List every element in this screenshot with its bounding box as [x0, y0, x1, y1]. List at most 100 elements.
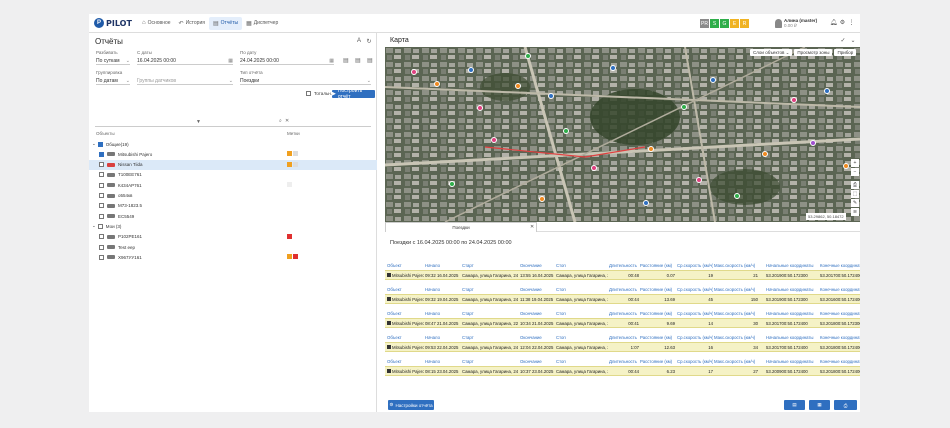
- column-header[interactable]: Расстояние (км): [640, 262, 673, 268]
- calendar-next-icon[interactable]: ▤: [355, 58, 361, 64]
- to-date-input[interactable]: 24.04.2025 00:00 ▦: [240, 57, 334, 65]
- map-marker[interactable]: [410, 68, 417, 75]
- column-header[interactable]: Начало: [425, 262, 440, 268]
- search-icon[interactable]: ⌕: [279, 118, 282, 124]
- clear-icon[interactable]: ✕: [285, 118, 290, 124]
- map-marker[interactable]: [709, 77, 716, 84]
- map-marker[interactable]: [448, 180, 455, 187]
- tree-item[interactable]: Х967УУ161: [89, 252, 377, 262]
- column-header[interactable]: Объект: [387, 286, 402, 292]
- column-header[interactable]: Конечные координаты: [820, 334, 860, 340]
- column-header[interactable]: Макс.скорость (км/ч): [714, 262, 756, 268]
- tree-checkbox[interactable]: [97, 141, 103, 147]
- logo[interactable]: P PILOT: [94, 18, 134, 28]
- column-header[interactable]: Ср.скорость (км/ч): [677, 262, 713, 268]
- tree-checkbox[interactable]: [99, 234, 104, 240]
- map-marker[interactable]: [548, 93, 555, 99]
- column-header[interactable]: Макс.скорость (км/ч): [714, 286, 756, 292]
- layers-icon[interactable]: ≋: [851, 208, 859, 216]
- column-header[interactable]: Ср.скорость (км/ч): [677, 286, 713, 292]
- column-header[interactable]: Объект: [387, 334, 402, 340]
- column-header[interactable]: Ср.скорость (км/ч): [677, 358, 713, 364]
- report-type-select[interactable]: Поездки ⌄: [240, 77, 371, 85]
- column-header[interactable]: Начало: [425, 358, 440, 364]
- map[interactable]: Слои объектов ⌄ Просмотр зоны Прибор + −…: [385, 47, 860, 222]
- column-header[interactable]: Расстояние (км): [640, 358, 673, 364]
- table-row[interactable]: Mitsubishi Pajero 09:32 16.04.2025 Самара,…: [385, 270, 860, 280]
- map-marker[interactable]: [524, 52, 531, 59]
- column-header[interactable]: Стоп: [556, 310, 566, 316]
- map-marker[interactable]: [467, 66, 474, 73]
- map-marker[interactable]: [643, 199, 650, 206]
- column-header[interactable]: Длительность: [609, 358, 637, 364]
- map-marker[interactable]: [538, 196, 545, 203]
- column-header[interactable]: Стоп: [556, 286, 566, 292]
- column-header[interactable]: Стоп: [556, 334, 566, 340]
- calendar-all-icon[interactable]: ▤: [367, 58, 373, 64]
- export-pdf-button[interactable]: ▤: [784, 400, 805, 410]
- chevron-down-icon[interactable]: ⌄: [92, 223, 96, 229]
- group-select[interactable]: По датам ⌄: [96, 77, 130, 85]
- column-header[interactable]: Начальные координаты: [766, 358, 814, 364]
- map-marker[interactable]: [610, 65, 616, 71]
- tree-checkbox[interactable]: [99, 193, 104, 198]
- print-button[interactable]: ⎙: [834, 400, 857, 410]
- column-header[interactable]: Окончание: [520, 286, 542, 292]
- zoom-in-icon[interactable]: +: [851, 159, 859, 167]
- tree-checkbox[interactable]: [97, 223, 103, 229]
- row-checkbox[interactable]: [387, 369, 391, 374]
- column-header[interactable]: Старт: [462, 334, 474, 340]
- column-header[interactable]: Конечные координаты: [820, 286, 860, 292]
- column-header[interactable]: Стоп: [556, 262, 566, 268]
- map-marker[interactable]: [562, 128, 569, 134]
- map-marker[interactable]: [695, 177, 702, 183]
- column-header[interactable]: Длительность: [609, 262, 637, 268]
- column-header[interactable]: Стоп: [556, 358, 566, 364]
- tab-trips[interactable]: Поездки: [385, 222, 537, 232]
- map-marker[interactable]: [823, 87, 830, 94]
- column-header[interactable]: Объект: [387, 262, 402, 268]
- from-date-input[interactable]: 16.04.2025 00:00 ▦: [137, 57, 233, 65]
- tree-checkbox[interactable]: [99, 244, 104, 250]
- column-header[interactable]: Конечные координаты: [820, 262, 860, 268]
- column-header[interactable]: Объект: [387, 310, 402, 316]
- column-header[interactable]: Старт: [462, 286, 474, 292]
- tree-checkbox[interactable]: [99, 162, 104, 168]
- tree-checkbox[interactable]: [99, 172, 104, 178]
- column-header[interactable]: Конечные координаты: [820, 310, 860, 316]
- map-marker[interactable]: [434, 80, 441, 87]
- column-header[interactable]: Макс.скорость (км/ч): [714, 310, 756, 316]
- column-header[interactable]: Расстояние (км): [640, 334, 673, 340]
- column-header[interactable]: Окончание: [520, 334, 542, 340]
- report-settings-button[interactable]: ⚙︎ Настройки отчёта: [388, 400, 434, 410]
- calendar-prev-icon[interactable]: ▤: [343, 58, 349, 64]
- tree-item[interactable]: Р102РЕ161: [89, 232, 377, 242]
- map-marker[interactable]: [648, 145, 654, 152]
- chevron-down-icon[interactable]: ⌄: [92, 141, 96, 146]
- nav-item-3[interactable]: ▦ Диспетчер: [242, 17, 282, 30]
- period-select[interactable]: По суткам ⌄: [96, 57, 130, 65]
- user-menu[interactable]: Алина (master) 0.00 ₽: [775, 18, 817, 28]
- tree-item[interactable]: Nissan Tiida: [89, 159, 377, 170]
- map-marker[interactable]: [515, 82, 521, 89]
- map-marker[interactable]: [762, 150, 768, 157]
- tree-item[interactable]: К434АР761: [89, 180, 377, 190]
- row-checkbox[interactable]: [387, 345, 391, 350]
- bell-icon[interactable]: 🔔︎: [829, 20, 838, 26]
- row-checkbox[interactable]: [387, 297, 391, 302]
- gear-icon[interactable]: ⚙︎: [839, 20, 846, 26]
- column-header[interactable]: Начальные координаты: [766, 286, 814, 292]
- map-marker[interactable]: [790, 96, 797, 103]
- column-header[interactable]: Начальные координаты: [766, 262, 814, 268]
- layers-button[interactable]: Слои объектов ⌄: [750, 49, 793, 56]
- row-checkbox[interactable]: [387, 273, 391, 278]
- service-badge[interactable]: PR: [700, 19, 709, 28]
- column-header[interactable]: Старт: [462, 262, 474, 268]
- tree-checkbox[interactable]: [99, 203, 104, 209]
- tree-item[interactable]: ЕС5549: [89, 211, 377, 221]
- column-header[interactable]: Начало: [425, 334, 440, 340]
- service-badge[interactable]: R: [740, 19, 749, 28]
- column-header[interactable]: Конечные координаты: [820, 358, 860, 364]
- column-header[interactable]: Макс.скорость (км/ч): [714, 334, 756, 340]
- tree-item[interactable]: Т100ЕЕ761: [89, 170, 377, 180]
